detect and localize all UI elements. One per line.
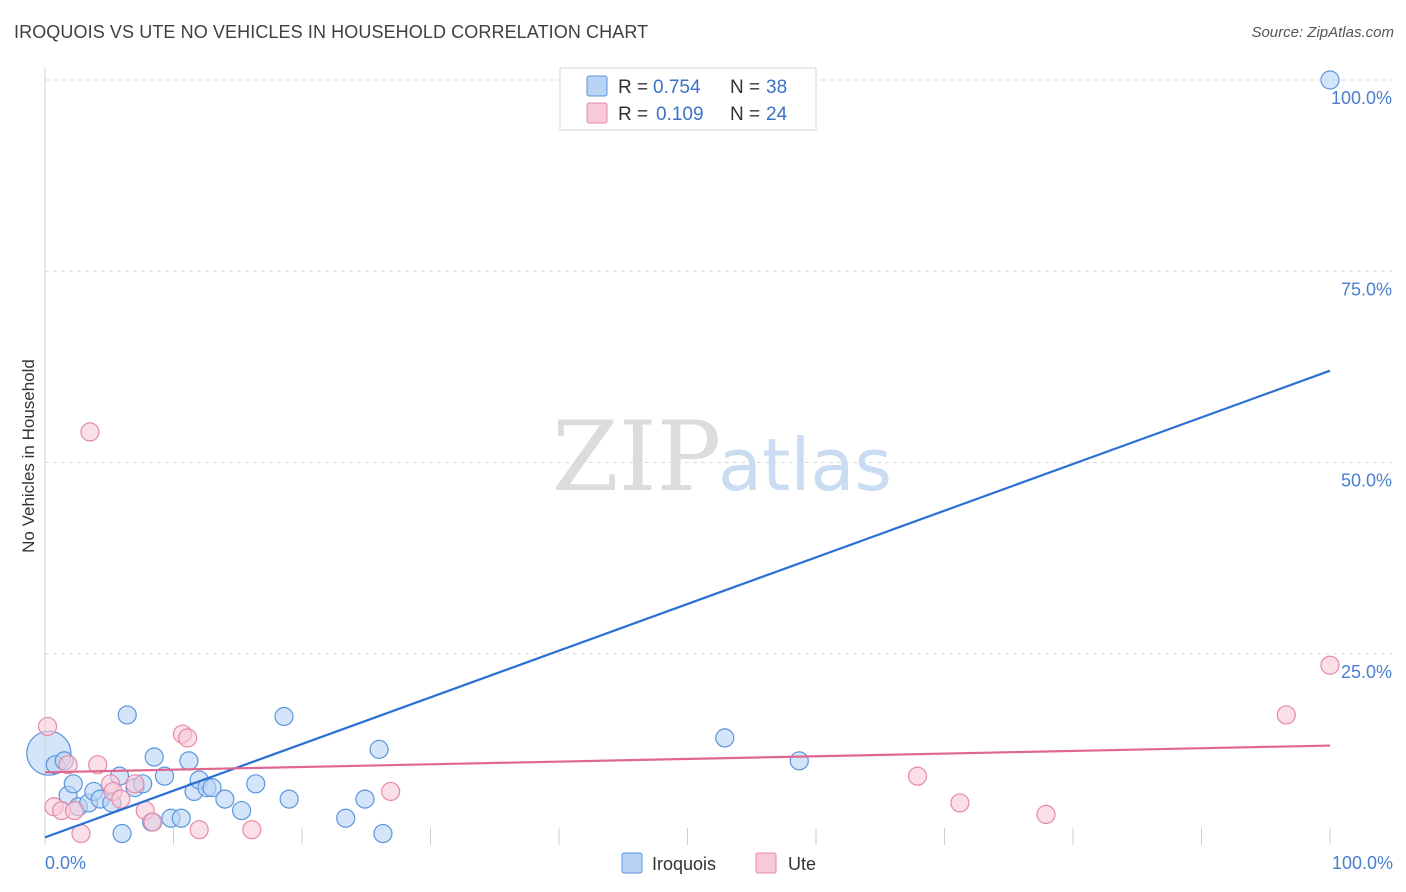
point-ute — [111, 789, 131, 809]
point-iroquois — [355, 789, 375, 809]
legend-n-value-ute: 24 — [766, 104, 788, 125]
legend-swatch-iroquois — [586, 75, 608, 97]
point-iroquois — [789, 751, 809, 771]
series-legend: Iroquois Ute — [621, 852, 816, 874]
point-iroquois — [373, 823, 393, 844]
trend-line-iroquois — [44, 369, 1331, 839]
point-ute — [178, 728, 198, 748]
data-points — [26, 70, 1340, 844]
x-tick-label: 0.0% — [45, 853, 86, 873]
legend-r-label-ute: R = — [618, 104, 648, 125]
point-ute — [37, 716, 58, 737]
legend-r-label-iroquois: R = — [618, 77, 648, 98]
axes — [44, 68, 1331, 845]
point-ute — [1276, 705, 1296, 725]
point-iroquois — [246, 774, 266, 794]
point-iroquois — [154, 766, 175, 786]
y-tick-label: 75.0% — [1341, 279, 1392, 299]
legend-n-value-iroquois: 38 — [766, 77, 787, 98]
point-ute — [64, 800, 85, 821]
watermark-atlas: atlas — [718, 423, 892, 507]
point-ute — [907, 766, 928, 786]
y-tick-label: 100.0% — [1331, 88, 1392, 108]
point-ute — [381, 781, 401, 802]
watermark-zip: ZIP — [552, 401, 721, 513]
legend-n-label-iroquois: N = — [730, 77, 760, 98]
point-iroquois — [336, 808, 356, 828]
bottom-legend-swatch-ute — [755, 852, 777, 874]
point-iroquois — [171, 808, 191, 828]
point-iroquois — [1320, 70, 1340, 90]
point-iroquois — [63, 774, 83, 794]
point-ute — [242, 820, 262, 840]
y-tick-label: 50.0% — [1341, 471, 1392, 491]
point-iroquois — [202, 778, 222, 798]
point-iroquois — [232, 800, 252, 821]
point-iroquois — [144, 747, 164, 767]
point-iroquois — [179, 751, 199, 771]
point-ute — [950, 793, 970, 813]
point-iroquois — [715, 728, 735, 748]
correlation-legend: R = 0.754 N = 38 R = 0.109 N = 24 — [559, 67, 817, 131]
legend-r-value-iroquois: 0.754 — [653, 77, 701, 98]
point-ute — [1036, 804, 1056, 825]
source-credit: Source: ZipAtlas.com — [1251, 24, 1394, 41]
point-iroquois — [274, 706, 294, 727]
legend-n-label-ute: N = — [730, 104, 760, 125]
point-ute — [58, 755, 78, 775]
trend-line-ute — [44, 744, 1331, 774]
trend-lines — [44, 369, 1331, 839]
chart-title: IROQUOIS VS UTE NO VEHICLES IN HOUSEHOLD… — [14, 22, 649, 42]
bottom-legend-swatch-iroquois — [621, 852, 643, 874]
point-iroquois — [369, 739, 389, 759]
point-ute — [1320, 655, 1340, 675]
bottom-legend-label-iroquois: Iroquois — [652, 854, 716, 874]
point-ute — [125, 774, 145, 794]
point-ute — [189, 820, 209, 840]
point-iroquois — [117, 705, 137, 725]
point-ute — [80, 422, 100, 442]
point-ute — [88, 755, 108, 775]
x-tick-label: 100.0% — [1332, 853, 1393, 873]
legend-swatch-ute — [586, 102, 608, 124]
watermark: ZIP atlas — [552, 401, 892, 513]
tick-labels: 100.0% 75.0% 50.0% 25.0% 0.0% 100.0% — [45, 88, 1393, 873]
y-tick-label: 25.0% — [1341, 662, 1392, 682]
point-iroquois — [112, 823, 132, 844]
bottom-legend-label-ute: Ute — [788, 854, 816, 874]
grid-lines — [45, 79, 1392, 655]
point-iroquois — [279, 789, 299, 809]
y-axis-label: No Vehicles in Household — [19, 359, 38, 553]
point-iroquois — [215, 789, 235, 809]
legend-r-value-ute: 0.109 — [656, 104, 704, 125]
point-ute — [143, 812, 163, 832]
